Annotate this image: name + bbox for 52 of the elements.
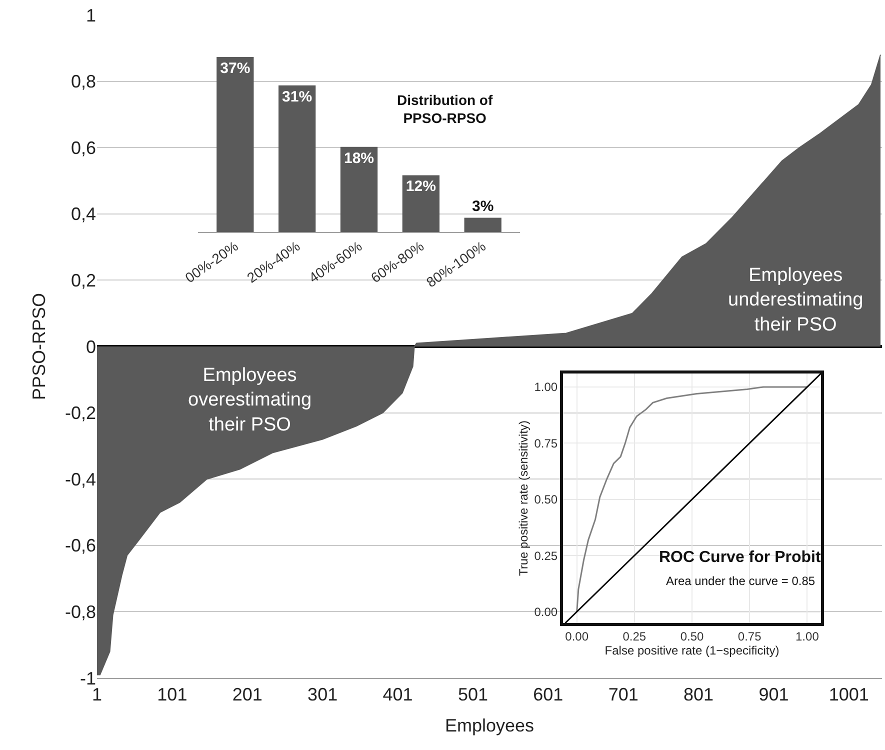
y-tick-label: 0.50 [534, 492, 558, 507]
x-axis-title: False positive rate (1−specificity) [604, 643, 780, 658]
x-tick-label: 601 [533, 684, 564, 705]
y-tick-label: -1 [80, 668, 96, 688]
y-tick-label: 1.00 [534, 380, 558, 394]
y-tick-label: 0,2 [70, 270, 96, 290]
x-tick-label: 0.50 [680, 629, 704, 644]
x-tick-label: 701 [608, 684, 638, 705]
x-tick-label: 501 [458, 684, 488, 705]
x-tick-label: 1001 [828, 684, 869, 705]
x-tick-label: 401 [382, 684, 413, 705]
bar [464, 218, 502, 232]
bar [340, 146, 378, 232]
data-label: 31% [282, 88, 312, 106]
y-tick-label: -0,2 [64, 403, 96, 424]
chart-title: Distribution of [397, 92, 493, 108]
bar [402, 175, 440, 232]
y-tick-label: 0.25 [534, 548, 558, 563]
x-axis-title: Employees [202, 365, 297, 386]
y-tick-label: 0,6 [70, 138, 96, 158]
text: PPSO-RPSO [29, 292, 50, 400]
x-tick-label: 201 [232, 684, 262, 705]
data-label: 37% [220, 60, 250, 77]
annotation: Employees underestimating their PSO [728, 265, 864, 336]
data-label: 12% [406, 178, 436, 196]
x-tick-label: 1.00 [796, 629, 820, 644]
text: overestimating their PSO [188, 390, 312, 436]
y-tick-label: 1 [86, 5, 96, 26]
text: Employees [444, 716, 534, 736]
y-tick-label: 0.75 [534, 436, 558, 450]
y-tick-label: -0,4 [64, 469, 96, 490]
x-tick-label: 101 [157, 684, 188, 705]
x-tick-label: 901 [758, 684, 789, 705]
y-tick-label: -0,6 [64, 536, 96, 556]
x-tick-label: 801 [684, 684, 714, 705]
y-axis-title: True positive rate (sensitivity) [516, 420, 531, 576]
bar [278, 85, 316, 232]
data-label: 18% [344, 150, 374, 167]
y-tick-label: 0,8 [70, 72, 96, 92]
x-tick-label: 0.25 [622, 629, 646, 644]
y-axis-title: PPSO-RPSO [403, 110, 487, 126]
annotation: ROC Curve for Probit [659, 549, 822, 566]
x-tick-label: 0.75 [738, 629, 762, 644]
y-tick-label: 0.00 [534, 604, 558, 619]
x-tick-label: 0.00 [565, 629, 589, 644]
data-label: 3% [472, 198, 494, 215]
y-tick-label: -0,8 [64, 602, 96, 622]
y-tick-label: 0,4 [70, 204, 96, 224]
annotation: Area under the curve = 0.85 [666, 574, 816, 588]
x-tick-label: 301 [308, 684, 338, 705]
bar [216, 57, 254, 232]
y-tick-label: 0 [86, 336, 96, 357]
